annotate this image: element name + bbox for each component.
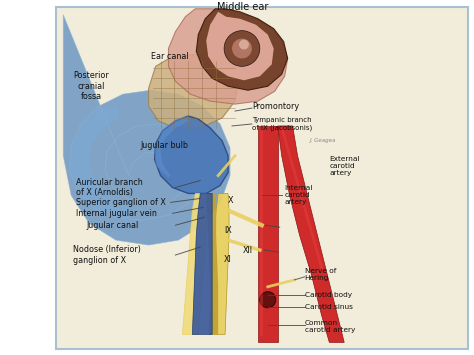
Polygon shape [196, 9, 288, 90]
Text: Jugular canal: Jugular canal [86, 221, 138, 230]
Text: Auricular branch
of X (Arnoldis): Auricular branch of X (Arnoldis) [76, 178, 143, 197]
Polygon shape [206, 12, 274, 80]
Polygon shape [155, 116, 188, 178]
Text: Nodose (Inferior)
ganglion of X: Nodose (Inferior) ganglion of X [73, 245, 141, 265]
Circle shape [260, 292, 276, 308]
Circle shape [224, 31, 260, 66]
Text: Ear canal: Ear canal [151, 52, 188, 61]
Text: External
carotid
artery: External carotid artery [329, 155, 360, 176]
Polygon shape [258, 126, 278, 342]
Text: Nerve of
Hering: Nerve of Hering [304, 268, 336, 282]
Polygon shape [278, 126, 344, 342]
Text: XII: XII [243, 246, 253, 255]
Bar [56, 7, 468, 349]
Text: Superior ganglion of X: Superior ganglion of X [76, 198, 166, 207]
Polygon shape [149, 54, 238, 128]
Polygon shape [63, 15, 230, 245]
Text: X: X [228, 196, 233, 205]
Text: Promontory: Promontory [252, 102, 299, 111]
Text: Middle ear: Middle ear [217, 2, 269, 12]
Polygon shape [155, 116, 228, 193]
Text: J. Geagea: J. Geagea [310, 138, 336, 143]
Text: Internal jugular vein: Internal jugular vein [76, 209, 157, 218]
Text: Common
carotid artery: Common carotid artery [304, 320, 355, 333]
Text: Internal
carotid
artery: Internal carotid artery [285, 185, 313, 206]
Polygon shape [168, 9, 288, 104]
Circle shape [232, 39, 252, 59]
Text: Posterior
cranial
fossa: Posterior cranial fossa [73, 71, 109, 101]
Circle shape [239, 39, 249, 49]
Text: Jugular bulb: Jugular bulb [141, 141, 189, 150]
Text: XI: XI [224, 256, 232, 264]
Polygon shape [182, 193, 207, 334]
Polygon shape [192, 193, 212, 334]
Polygon shape [209, 193, 229, 334]
Text: IX: IX [224, 226, 232, 235]
Text: Carotid sinus: Carotid sinus [304, 304, 352, 310]
Text: Carotid body: Carotid body [304, 292, 352, 298]
Text: Tympanic branch
of IX (Jacobsonis): Tympanic branch of IX (Jacobsonis) [252, 117, 312, 131]
Polygon shape [69, 106, 131, 220]
Polygon shape [207, 193, 218, 334]
